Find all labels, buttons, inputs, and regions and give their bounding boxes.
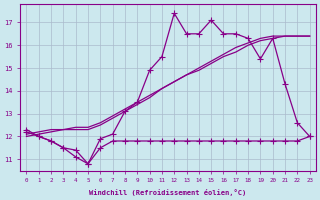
X-axis label: Windchill (Refroidissement éolien,°C): Windchill (Refroidissement éolien,°C) <box>90 189 247 196</box>
